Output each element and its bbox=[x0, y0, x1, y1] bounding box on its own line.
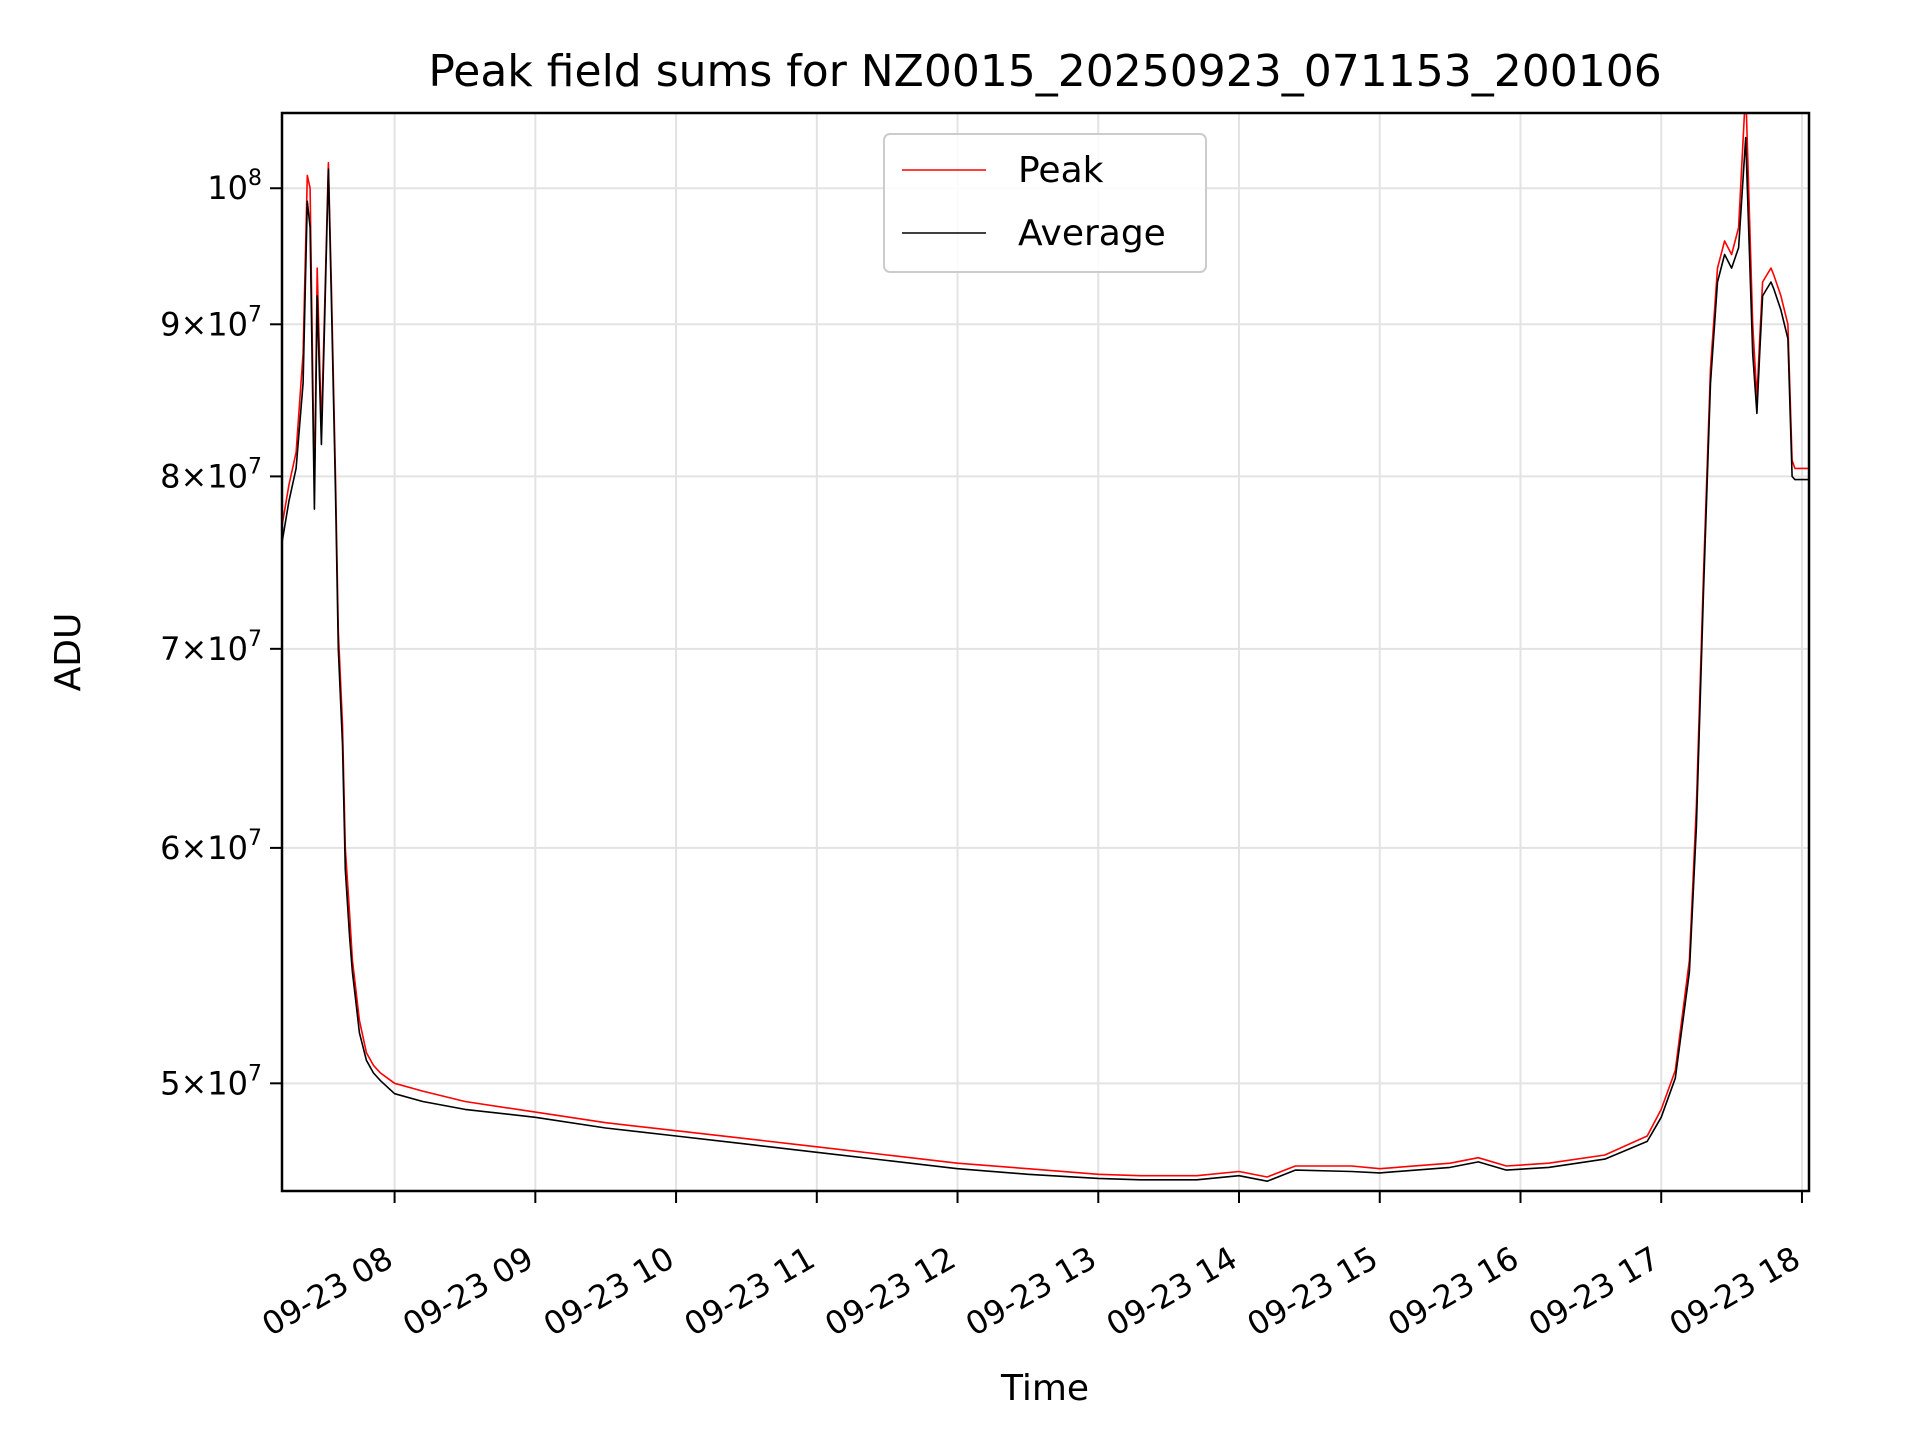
y-tick-mantissa: 5 bbox=[160, 1064, 180, 1102]
grid bbox=[282, 113, 1809, 1191]
y-tick-mantissa: 7 bbox=[160, 630, 180, 668]
y-tick-label: 9×107 bbox=[160, 302, 262, 343]
y-tick-exponent: 7 bbox=[248, 826, 262, 851]
y-tick-base: 10 bbox=[207, 457, 248, 495]
series-average-line bbox=[282, 136, 1809, 1182]
y-tick-times: × bbox=[180, 829, 207, 867]
y-tick-exponent: 7 bbox=[248, 1061, 262, 1086]
y-tick-label: 7×107 bbox=[160, 627, 262, 668]
y-tick-mantissa: 9 bbox=[160, 305, 180, 343]
y-tick-label: 8×107 bbox=[160, 454, 262, 495]
y-tick-exponent: 7 bbox=[248, 627, 262, 652]
series-layer bbox=[282, 113, 1809, 1182]
y-tick-times: × bbox=[180, 305, 207, 343]
y-tick-exponent: 7 bbox=[248, 454, 262, 479]
y-tick-times: × bbox=[180, 457, 207, 495]
legend-average-label: Average bbox=[1018, 213, 1166, 254]
legend-peak-label: Peak bbox=[1018, 150, 1104, 191]
y-tick-base: 10 bbox=[207, 1064, 248, 1102]
y-axis-label: ADU bbox=[48, 613, 89, 692]
y-tick-mantissa: 8 bbox=[160, 457, 180, 495]
y-tick-exponent: 7 bbox=[248, 302, 262, 327]
y-tick-label: 6×107 bbox=[160, 826, 262, 867]
y-tick-label: 5×107 bbox=[160, 1061, 262, 1102]
chart-title: Peak field sums for NZ0015_20250923_0711… bbox=[428, 46, 1661, 97]
legend: Peak Average bbox=[883, 133, 1207, 273]
y-tick-mantissa: 6 bbox=[160, 829, 180, 867]
y-tick-exponent: 8 bbox=[248, 166, 262, 191]
plot-frame bbox=[280, 111, 1811, 1193]
y-tick-base: 10 bbox=[207, 305, 248, 343]
y-tick-times: × bbox=[180, 1064, 207, 1102]
y-tick-times: × bbox=[180, 630, 207, 668]
y-tick-label: 108 bbox=[207, 166, 262, 207]
y-tick-base: 10 bbox=[207, 829, 248, 867]
x-axis-label: Time bbox=[1000, 1368, 1089, 1409]
y-tick-base: 10 bbox=[207, 169, 248, 207]
y-tick-base: 10 bbox=[207, 630, 248, 668]
legend-box bbox=[883, 133, 1207, 273]
